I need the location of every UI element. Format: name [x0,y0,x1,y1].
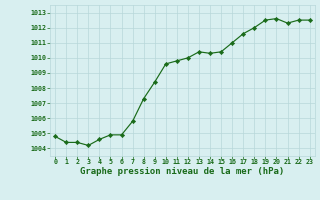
X-axis label: Graphe pression niveau de la mer (hPa): Graphe pression niveau de la mer (hPa) [80,167,284,176]
